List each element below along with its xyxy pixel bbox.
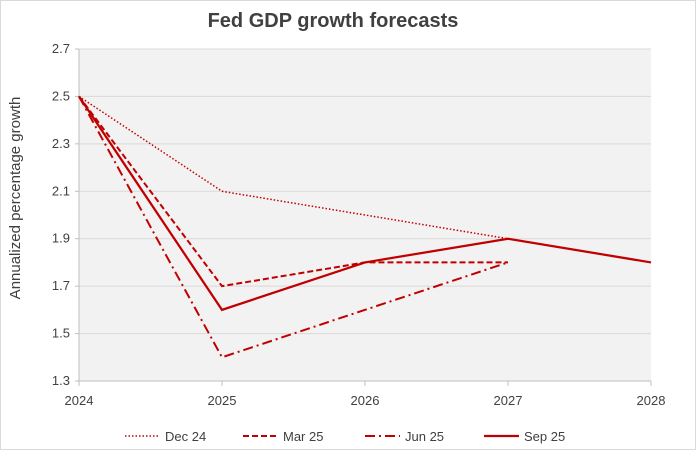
- x-tick-label: 2024: [65, 393, 94, 408]
- y-tick-label: 1.7: [52, 278, 70, 293]
- legend: Dec 24 Mar 25 Jun 25 Sep 25: [125, 429, 565, 444]
- series-line-sep-25: [78, 95, 652, 312]
- x-tick-label: 2026: [351, 393, 380, 408]
- series-line-jun-25: [78, 95, 509, 359]
- y-tick-label: 1.9: [52, 231, 70, 246]
- y-axis-label: Annualized percentage growth: [7, 97, 24, 300]
- plot-area: [79, 49, 651, 381]
- y-tick-label: 2.3: [52, 136, 70, 151]
- legend-label: Jun 25: [405, 429, 444, 444]
- series-lines: [78, 95, 652, 359]
- series-line-mar-25: [78, 95, 508, 288]
- legend-label: Mar 25: [283, 429, 323, 444]
- x-tick-label: 2027: [494, 393, 523, 408]
- y-axis-ticks: 1.3 1.5 1.7 1.9 2.1 2.3 2.5 2.7: [52, 41, 79, 388]
- y-tick-label: 1.5: [52, 326, 70, 341]
- y-tick-label: 2.7: [52, 41, 70, 56]
- y-tick-label: 2.1: [52, 183, 70, 198]
- chart-title: Fed GDP growth forecasts: [208, 10, 459, 32]
- legend-label: Dec 24: [165, 429, 206, 444]
- x-tick-label: 2025: [208, 393, 237, 408]
- legend-label: Sep 25: [524, 429, 565, 444]
- x-axis-ticks: 2024 2025 2026 2027 2028: [65, 381, 666, 408]
- y-tick-label: 2.5: [52, 88, 70, 103]
- x-tick-label: 2028: [637, 393, 666, 408]
- y-tick-label: 1.3: [52, 373, 70, 388]
- series-line-dec-24: [78, 95, 509, 240]
